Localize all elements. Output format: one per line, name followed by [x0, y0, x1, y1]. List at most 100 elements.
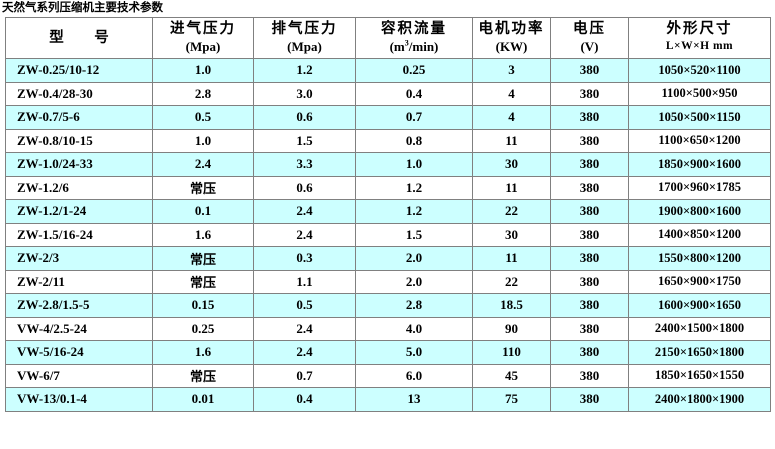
table-row: ZW-0.7/5-6 0.5 0.6 0.7 4 380 1050×500×1150 [5, 105, 771, 130]
cell-outlet-pressure: 2.4 [253, 316, 356, 341]
column-header-volumetric-flow: 容积流量 (m3/min) [355, 17, 473, 59]
cell-model: ZW-1.2/1-24 [5, 199, 153, 224]
cell-dimensions: 1050×520×1100 [628, 58, 771, 83]
cell-volumetric-flow: 1.5 [355, 222, 473, 247]
cell-voltage: 380 [550, 269, 629, 294]
cell-model: ZW-2.8/1.5-5 [5, 293, 153, 318]
cell-motor-power: 30 [472, 152, 551, 177]
cell-motor-power: 11 [472, 175, 551, 200]
cell-model: VW-13/0.1-4 [5, 387, 153, 412]
cell-model: ZW-0.25/10-12 [5, 58, 153, 83]
cell-volumetric-flow: 1.0 [355, 152, 473, 177]
cell-outlet-pressure: 0.4 [253, 387, 356, 412]
table-row: ZW-0.25/10-12 1.0 1.2 0.25 3 380 1050×520×1100 [5, 58, 771, 83]
column-header-outlet-pressure: 排气压力 (Mpa) [253, 17, 356, 59]
cell-outlet-pressure: 2.4 [253, 340, 356, 365]
cell-inlet-pressure: 0.01 [152, 387, 254, 412]
cell-outlet-pressure: 2.4 [253, 199, 356, 224]
cell-voltage: 380 [550, 105, 629, 130]
column-header-model-label: 型 号 [49, 29, 117, 46]
column-header-motor-power: 电机功率 (KW) [472, 17, 551, 59]
cell-motor-power: 30 [472, 222, 551, 247]
cell-motor-power: 110 [472, 340, 551, 365]
cell-model: ZW-2/3 [5, 246, 153, 271]
cell-inlet-pressure: 0.5 [152, 105, 254, 130]
cell-inlet-pressure: 1.0 [152, 58, 254, 83]
cell-motor-power: 75 [472, 387, 551, 412]
table-row: ZW-1.2/6 常压 0.6 1.2 11 380 1700×960×1785 [5, 175, 771, 200]
cell-motor-power: 22 [472, 199, 551, 224]
column-header-volumetric-flow-unit: (m3/min) [389, 38, 439, 54]
cell-inlet-pressure: 0.1 [152, 199, 254, 224]
cell-model: ZW-0.4/28-30 [5, 81, 153, 106]
spec-table: 型 号 进气压力 (Mpa) 排气压力 (Mpa) 容积流量 (m3/min) … [5, 17, 771, 412]
table-row: ZW-0.8/10-15 1.0 1.5 0.8 11 380 1100×650×1200 [5, 128, 771, 153]
column-header-inlet-pressure: 进气压力 (Mpa) [152, 17, 254, 59]
cell-dimensions: 1400×850×1200 [628, 222, 771, 247]
cell-inlet-pressure: 1.6 [152, 340, 254, 365]
cell-outlet-pressure: 0.7 [253, 363, 356, 388]
cell-model: ZW-0.7/5-6 [5, 105, 153, 130]
table-row: ZW-2.8/1.5-5 0.15 0.5 2.8 18.5 380 1600×900×16… [5, 293, 771, 318]
cell-voltage: 380 [550, 175, 629, 200]
table-row: ZW-0.4/28-30 2.8 3.0 0.4 4 380 1100×500×950 [5, 81, 771, 106]
cell-outlet-pressure: 0.6 [253, 175, 356, 200]
cell-model: ZW-1.2/6 [5, 175, 153, 200]
table-row: VW-6/7 常压 0.7 6.0 45 380 1850×1650×1550 [5, 363, 771, 388]
cell-volumetric-flow: 4.0 [355, 316, 473, 341]
table-row: ZW-2/3 常压 0.3 2.0 11 380 1550×800×1200 [5, 246, 771, 271]
table-row: ZW-1.0/24-33 2.4 3.3 1.0 30 380 1850×900×1600 [5, 152, 771, 177]
cell-motor-power: 18.5 [472, 293, 551, 318]
cell-volumetric-flow: 0.7 [355, 105, 473, 130]
cell-motor-power: 4 [472, 105, 551, 130]
cell-dimensions: 2400×1500×1800 [628, 316, 771, 341]
cell-dimensions: 2400×1800×1900 [628, 387, 771, 412]
column-header-voltage-unit: (V) [580, 39, 599, 54]
table-body: ZW-0.25/10-12 1.0 1.2 0.25 3 380 1050×520×1100… [5, 58, 771, 412]
cell-model: ZW-0.8/10-15 [5, 128, 153, 153]
cell-volumetric-flow: 0.8 [355, 128, 473, 153]
cell-volumetric-flow: 5.0 [355, 340, 473, 365]
cell-voltage: 380 [550, 128, 629, 153]
cell-dimensions: 1100×650×1200 [628, 128, 771, 153]
cell-model: ZW-1.5/16-24 [5, 222, 153, 247]
cell-inlet-pressure: 1.6 [152, 222, 254, 247]
cell-motor-power: 3 [472, 58, 551, 83]
cell-voltage: 380 [550, 316, 629, 341]
table-header: 型 号 进气压力 (Mpa) 排气压力 (Mpa) 容积流量 (m3/min) … [5, 17, 771, 59]
column-header-inlet-pressure-label: 进气压力 [170, 21, 236, 37]
cell-volumetric-flow: 0.4 [355, 81, 473, 106]
cell-dimensions: 1100×500×950 [628, 81, 771, 106]
cell-voltage: 380 [550, 387, 629, 412]
cell-model: VW-5/16-24 [5, 340, 153, 365]
cell-model: ZW-1.0/24-33 [5, 152, 153, 177]
table-row: ZW-1.5/16-24 1.6 2.4 1.5 30 380 1400×850×1200 [5, 222, 771, 247]
cell-volumetric-flow: 1.2 [355, 175, 473, 200]
cell-volumetric-flow: 1.2 [355, 199, 473, 224]
cell-dimensions: 1550×800×1200 [628, 246, 771, 271]
cell-dimensions: 1900×800×1600 [628, 199, 771, 224]
table-row: ZW-2/11 常压 1.1 2.0 22 380 1650×900×1750 [5, 269, 771, 294]
cell-inlet-pressure: 常压 [152, 175, 254, 200]
cell-outlet-pressure: 3.0 [253, 81, 356, 106]
cell-inlet-pressure: 2.8 [152, 81, 254, 106]
column-header-voltage-label: 电压 [573, 21, 606, 37]
page-title: 天然气系列压缩机主要技术参数 [2, 2, 163, 14]
cell-volumetric-flow: 2.0 [355, 246, 473, 271]
cell-motor-power: 90 [472, 316, 551, 341]
cell-dimensions: 1650×900×1750 [628, 269, 771, 294]
column-header-dimensions-label: 外形尺寸 [666, 21, 733, 37]
cell-voltage: 380 [550, 58, 629, 83]
cell-model: ZW-2/11 [5, 269, 153, 294]
cell-voltage: 380 [550, 246, 629, 271]
cell-volumetric-flow: 2.8 [355, 293, 473, 318]
table-header-row: 型 号 进气压力 (Mpa) 排气压力 (Mpa) 容积流量 (m3/min) … [5, 17, 771, 59]
cell-dimensions: 1850×900×1600 [628, 152, 771, 177]
table-row: VW-13/0.1-4 0.01 0.4 13 75 380 2400×1800×1900 [5, 387, 771, 412]
cell-motor-power: 11 [472, 246, 551, 271]
cell-voltage: 380 [550, 340, 629, 365]
cell-outlet-pressure: 0.6 [253, 105, 356, 130]
cell-voltage: 380 [550, 222, 629, 247]
cell-dimensions: 1050×500×1150 [628, 105, 771, 130]
